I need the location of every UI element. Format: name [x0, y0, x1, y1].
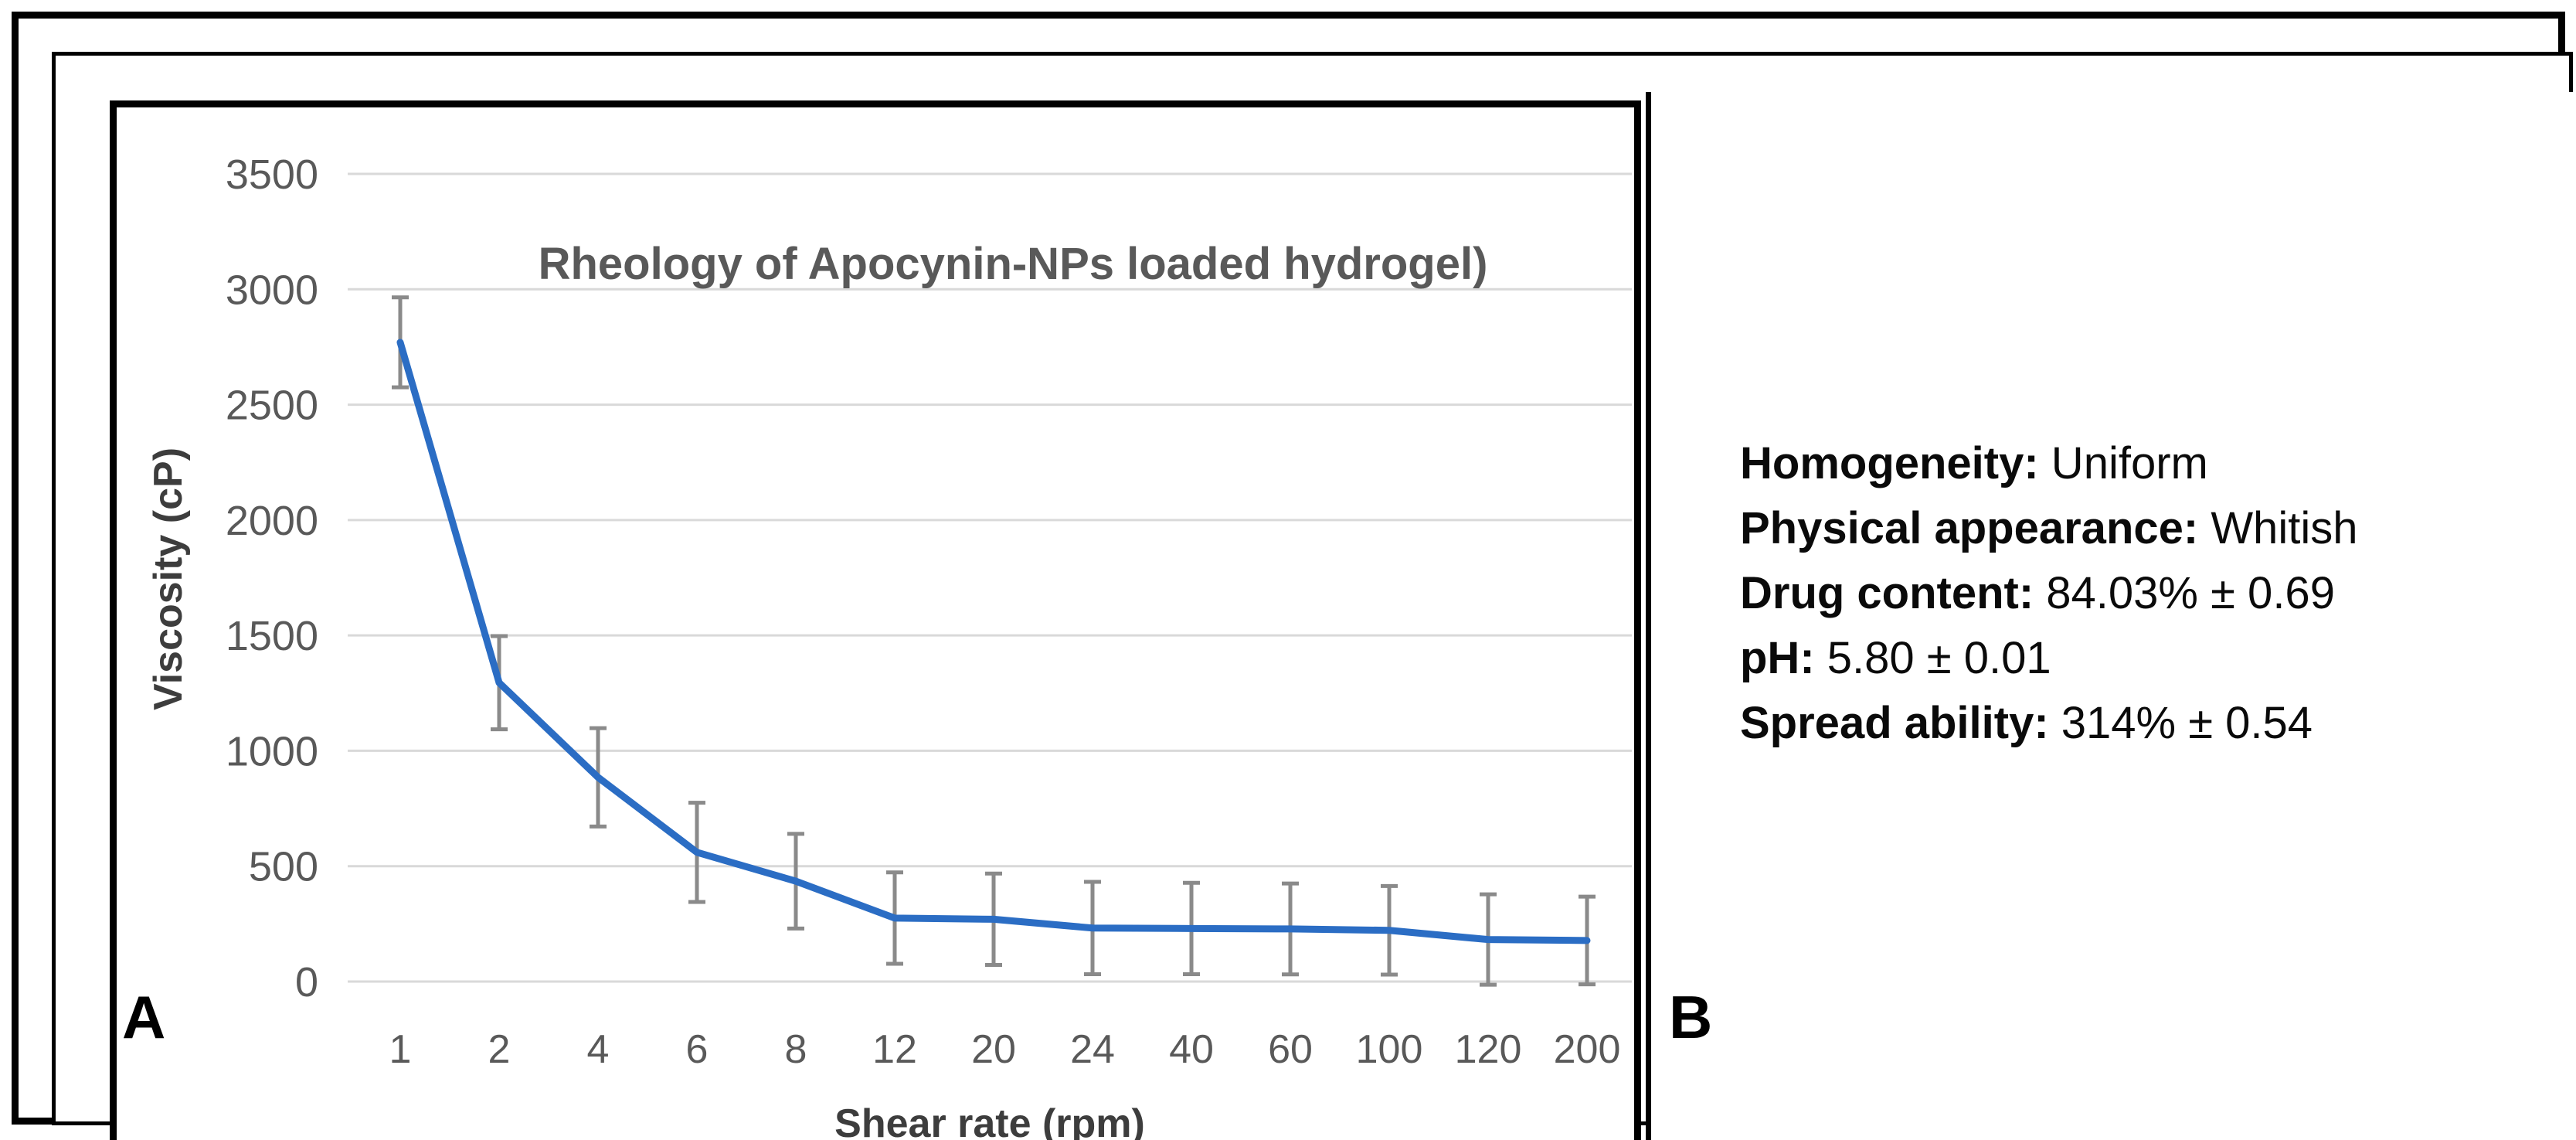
y-axis-title: Viscosity (cP)	[146, 447, 191, 710]
panel-label-a: A	[122, 983, 166, 1051]
chart-title: Rheology of Apocynin-NPs loaded hydrogel…	[539, 239, 1488, 289]
content-box: 0 500 1000 1500 2000 2500 3000 3500 1 2 4 6 8 12 20 24 4…	[52, 52, 2576, 1140]
property-label: Physical appearance:	[1740, 503, 2199, 553]
property-line: Homogeneity: Uniform	[1740, 431, 2357, 496]
error-bars	[392, 295, 1596, 987]
x-tick-label: 40	[1169, 1027, 1214, 1072]
x-tick-label: 120	[1455, 1027, 1522, 1072]
property-value: Whitish	[2198, 503, 2358, 553]
x-tick-label: 4	[587, 1027, 610, 1072]
x-tick-labels: 1 2 4 6 8 12 20 24 40 60 100 120 200	[389, 1027, 1621, 1072]
x-tick-label: 200	[1554, 1027, 1621, 1072]
property-value: 314% ± 0.54	[2048, 698, 2313, 748]
x-tick-label: 1	[389, 1027, 412, 1072]
property-label: pH:	[1740, 633, 1815, 683]
y-tick-label: 500	[249, 844, 318, 890]
y-tick-label: 1000	[226, 728, 318, 774]
x-tick-label: 24	[1070, 1027, 1115, 1072]
x-tick-label: 12	[872, 1027, 917, 1072]
property-line: pH: 5.80 ± 0.01	[1740, 626, 2357, 691]
viscosity-series-line	[396, 339, 1591, 944]
gridlines	[348, 172, 1632, 983]
x-tick-label: 60	[1268, 1027, 1313, 1072]
panel-label-b: B	[1669, 983, 1713, 1051]
property-label: Homogeneity:	[1740, 438, 2039, 488]
y-tick-label: 0	[295, 959, 318, 1006]
x-tick-label: 8	[785, 1027, 807, 1072]
property-value: 84.03% ± 0.69	[2034, 568, 2335, 618]
y-tick-label: 2000	[226, 498, 318, 544]
panel-a-rheology-chart: 0 500 1000 1500 2000 2500 3000 3500 1 2 4 6 8 12 20 24 4…	[110, 100, 1641, 1140]
x-tick-label: 2	[488, 1027, 511, 1072]
panel-b-properties: Homogeneity: Uniform Physical appearance:…	[1651, 92, 2576, 1140]
y-tick-label: 1500	[226, 613, 318, 659]
x-tick-label: 100	[1356, 1027, 1423, 1072]
property-line: Physical appearance: Whitish	[1740, 496, 2357, 561]
x-tick-label: 20	[971, 1027, 1016, 1072]
property-value: 5.80 ± 0.01	[1814, 633, 2051, 683]
property-value: Uniform	[2038, 438, 2208, 488]
x-tick-label: 6	[686, 1027, 709, 1072]
x-axis-title: Shear rate (rpm)	[834, 1101, 1145, 1140]
property-line: Drug content: 84.03% ± 0.69	[1740, 561, 2357, 626]
y-tick-label: 3500	[226, 151, 318, 198]
outer-frame: 0 500 1000 1500 2000 2500 3000 3500 1 2 4 6 8 12 20 24 4…	[12, 12, 2576, 1140]
y-tick-label: 3000	[226, 267, 318, 313]
property-label: Drug content:	[1740, 568, 2034, 618]
y-tick-labels: 0 500 1000 1500 2000 2500 3000 3500	[226, 151, 318, 1006]
panel-divider	[1646, 92, 1651, 1140]
hydrogel-properties-list: Homogeneity: Uniform Physical appearance:…	[1740, 431, 2357, 756]
property-label: Spread ability:	[1740, 698, 2049, 748]
property-line: Spread ability: 314% ± 0.54	[1740, 691, 2357, 756]
y-tick-label: 2500	[226, 383, 318, 429]
